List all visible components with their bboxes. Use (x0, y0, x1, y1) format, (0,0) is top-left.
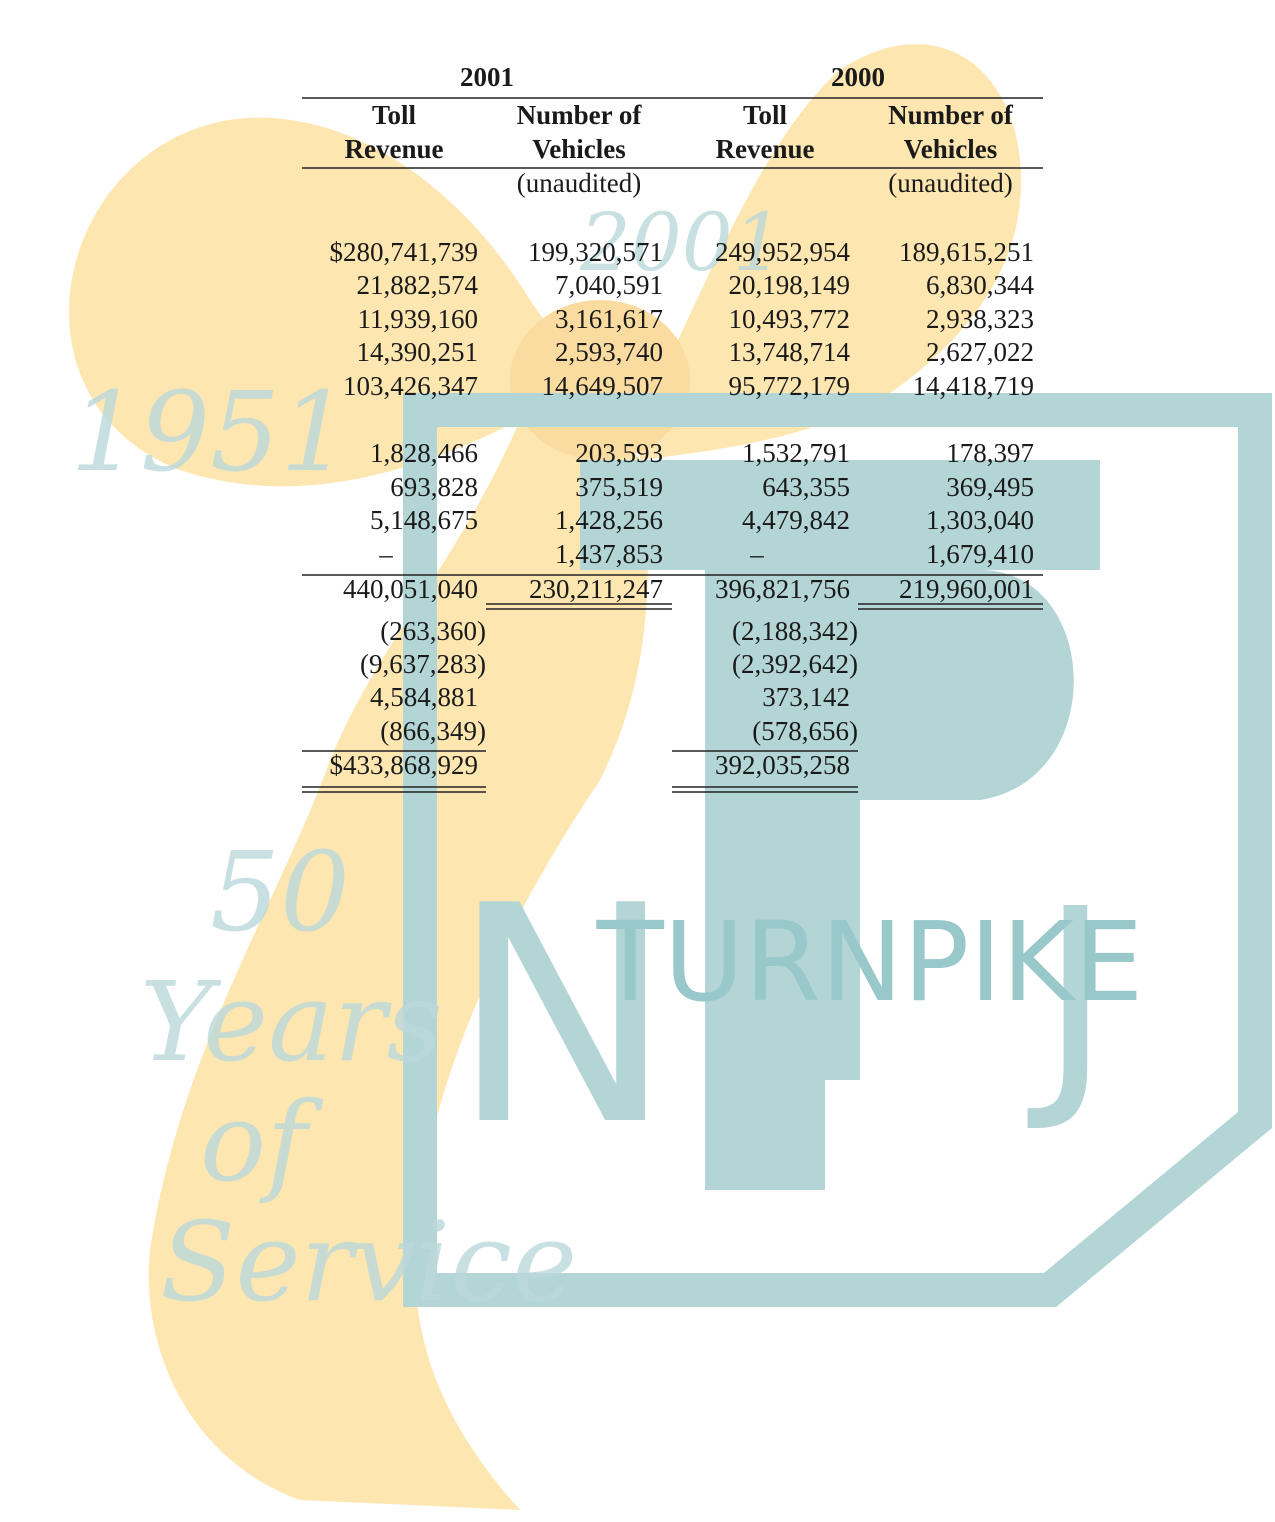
page: N J TURNPIKE 1951 2001 50 Years of Servi… (0, 0, 1275, 1522)
cell: 4,584,881 (370, 682, 478, 712)
cell: 103,426,347 (343, 371, 478, 401)
cell: 249,952,954 (715, 237, 851, 267)
cell: 2,938,323 (926, 304, 1034, 334)
cell: 6,830,344 (926, 270, 1035, 300)
column-header: Number of (517, 100, 643, 130)
watermark-text: of (200, 1078, 323, 1206)
cell: 13,748,714 (729, 337, 851, 367)
cell: 14,649,507 (542, 371, 664, 401)
cell: (263,360) (380, 616, 486, 646)
cell: 440,051,040 (343, 574, 478, 604)
cell: (2,392,642) (732, 649, 858, 679)
cell: 21,882,574 (357, 270, 479, 300)
column-header: Number of (888, 100, 1014, 130)
cell: 5,148,675 (370, 505, 478, 535)
watermark-text: Years (140, 958, 443, 1086)
cell: 373,142 (762, 682, 850, 712)
cell: 375,519 (575, 472, 663, 502)
cell: 178,397 (946, 438, 1034, 468)
column-header: Vehicles (532, 134, 626, 164)
cell: 693,828 (390, 472, 478, 502)
cell: 2,593,740 (555, 337, 663, 367)
cell: (9,637,283) (360, 649, 486, 679)
cell: 189,615,251 (899, 237, 1034, 267)
note: (unaudited) (517, 168, 641, 198)
cell: 10,493,772 (729, 304, 851, 334)
cell: 1,532,791 (742, 438, 850, 468)
watermark-text: 50 (210, 828, 350, 956)
cell: 219,960,001 (899, 574, 1034, 604)
cell: $280,741,739 (330, 237, 479, 267)
year-header: 2001 (460, 62, 514, 92)
cell: – (749, 539, 764, 569)
cell: 1,428,256 (555, 505, 663, 535)
cell: (578,656) (752, 716, 858, 746)
cell: 1,303,040 (926, 505, 1034, 535)
cell: – (378, 539, 393, 569)
cell: 1,679,410 (926, 539, 1034, 569)
cell: 3,161,617 (555, 304, 663, 334)
cell: 230,211,247 (529, 574, 663, 604)
year-header: 2000 (831, 62, 885, 92)
column-header: Revenue (345, 134, 444, 164)
column-header: Revenue (716, 134, 815, 164)
cell: (866,349) (380, 716, 486, 746)
cell: 14,418,719 (913, 371, 1035, 401)
cell: 11,939,160 (358, 304, 479, 334)
cell: 14,390,251 (357, 337, 479, 367)
cell: 7,040,591 (555, 270, 663, 300)
cell: 203,593 (575, 438, 663, 468)
cell: 1,828,466 (370, 438, 478, 468)
logo-text: TURNPIKE (596, 898, 1144, 1026)
cell: 396,821,756 (715, 574, 850, 604)
cell: 2,627,022 (926, 337, 1034, 367)
column-header: Toll (372, 100, 417, 130)
cell: 369,495 (946, 472, 1034, 502)
cell: 643,355 (762, 472, 850, 502)
watermark-text: Service (160, 1198, 577, 1326)
cell: $433,868,929 (330, 750, 479, 780)
watermark-text: 1951 (70, 368, 350, 496)
cell: 4,479,842 (742, 505, 850, 535)
cell: 392,035,258 (715, 750, 850, 780)
note: (unaudited) (888, 168, 1012, 198)
cell: 20,198,149 (729, 270, 851, 300)
column-header: Toll (743, 100, 788, 130)
cell: (2,188,342) (732, 616, 858, 646)
cell: 1,437,853 (555, 539, 663, 569)
cell: 199,320,571 (528, 237, 663, 267)
cell: 95,772,179 (729, 371, 851, 401)
column-header: Vehicles (904, 134, 998, 164)
